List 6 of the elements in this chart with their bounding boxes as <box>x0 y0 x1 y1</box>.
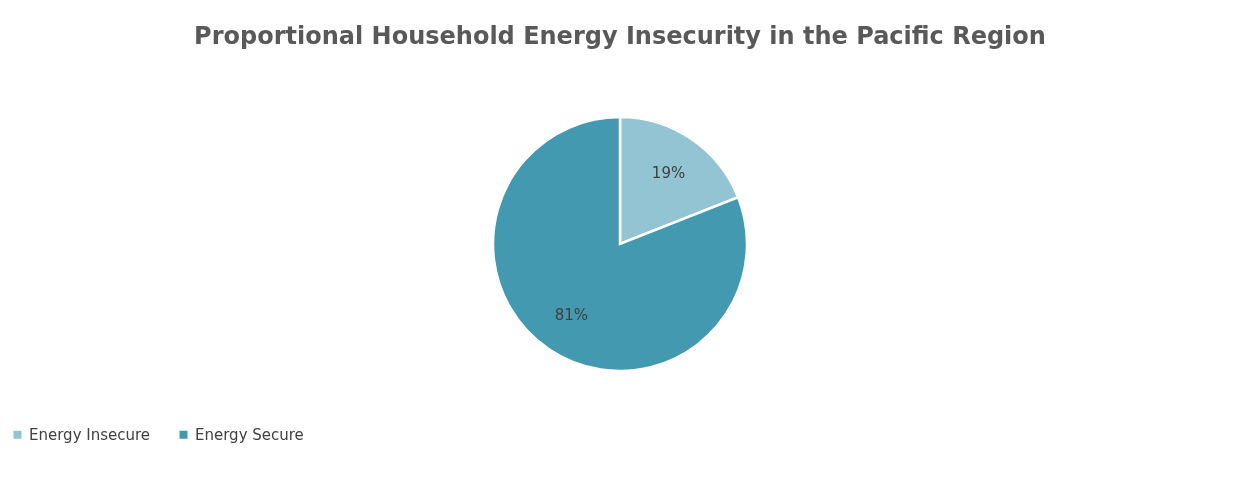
data-label: 19% <box>651 163 686 182</box>
data-label: 81% <box>554 306 589 325</box>
legend-label: Energy Insecure <box>29 425 151 444</box>
chart-title: Proportional Household Energy Insecurity in the Pacific Region <box>194 22 1046 50</box>
legend-label: Energy Secure <box>195 425 304 444</box>
pie-slice <box>491 115 749 373</box>
